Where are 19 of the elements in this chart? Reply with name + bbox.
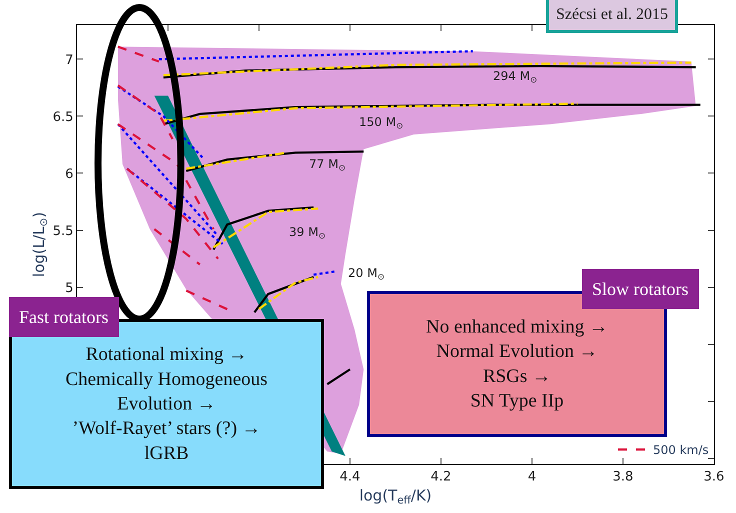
- y-tick-label: 6: [65, 166, 74, 182]
- x-tick-label: 4.4: [340, 470, 360, 485]
- x-tick-label: 4: [528, 470, 536, 485]
- legend-label: 500 km/s: [653, 443, 709, 458]
- x-tick-label: 4.2: [430, 470, 452, 485]
- annotation: 20 M$_{⊙}$: [348, 266, 384, 282]
- annotation: Rotational mixing → Chemically Homogeneous Evolution → ’Wolf-Rayet’ stars (?) → lGRB: [65, 344, 268, 464]
- x-tick-label: 3.8: [612, 470, 634, 485]
- annotation: 294 M$_{⊙}$: [493, 69, 538, 85]
- annotation: 77 M$_{⊙}$: [309, 157, 346, 173]
- annotation: No enhanced mixing → Normal Evolution → RSGs → SN Type IIp: [426, 316, 608, 412]
- y-tick-label: 5: [65, 280, 74, 296]
- annotation: 150 M$_{⊙}$: [359, 115, 404, 131]
- y-tick-label: 6.5: [52, 110, 74, 125]
- y-tick-label: 7: [65, 52, 74, 68]
- annotation: 39 M$_{⊙}$: [289, 225, 326, 241]
- x-tick-label: 3.6: [704, 470, 724, 485]
- x-axis-title: log(T$_{eff}$/K): [359, 486, 432, 507]
- y-tick-label: 5.5: [52, 224, 74, 239]
